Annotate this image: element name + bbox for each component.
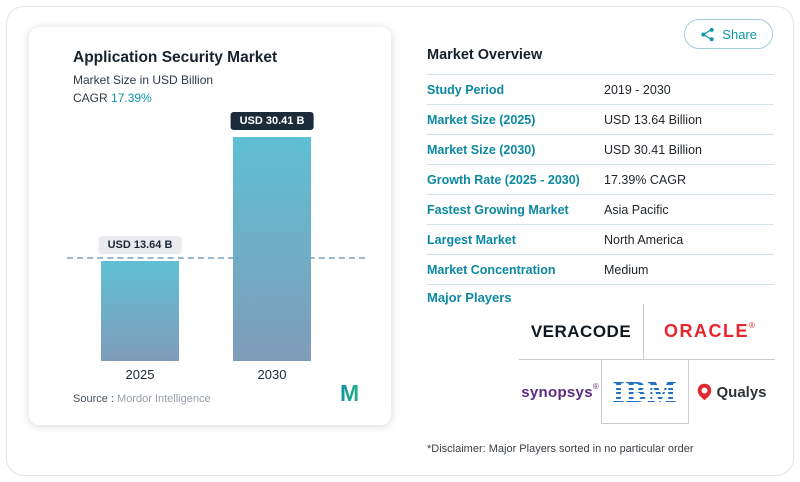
row-value: North America bbox=[604, 232, 684, 247]
table-row: Market Size (2030) USD 30.41 Billion bbox=[427, 134, 774, 164]
table-row: Growth Rate (2025 - 2030) 17.39% CAGR bbox=[427, 164, 774, 194]
qualys-logo: Qualys bbox=[689, 360, 775, 424]
synopsys-logo: synopsys ® bbox=[519, 360, 601, 424]
veracode-logo-text: VERACODE bbox=[530, 321, 632, 341]
table-row: Fastest Growing Market Asia Pacific bbox=[427, 194, 774, 224]
source-line: Source : Mordor Intelligence bbox=[73, 393, 211, 405]
x-axis-label-2030: 2030 bbox=[257, 367, 287, 382]
row-value: USD 30.41 Billion bbox=[604, 142, 702, 157]
qualys-logo-text: Qualys bbox=[716, 383, 767, 401]
row-label: Fastest Growing Market bbox=[427, 202, 569, 217]
cagr-value: 17.39% bbox=[111, 91, 152, 105]
row-label: Market Size (2030) bbox=[427, 142, 536, 157]
row-label: Market Size (2025) bbox=[427, 112, 536, 127]
table-row: Study Period 2019 - 2030 bbox=[427, 74, 774, 104]
veracode-logo: VERACODE bbox=[519, 304, 644, 359]
cagr-label: CAGR bbox=[73, 91, 108, 105]
ibm-logo-text-wrap: IBM bbox=[611, 376, 679, 407]
row-value: 17.39% CAGR bbox=[604, 172, 686, 187]
table-row: Largest Market North America bbox=[427, 224, 774, 254]
row-label: Growth Rate (2025 - 2030) bbox=[427, 172, 580, 187]
share-icon bbox=[701, 27, 714, 41]
cagr-line: CAGR 17.39% bbox=[73, 91, 152, 105]
share-button[interactable]: Share bbox=[684, 19, 773, 49]
cagr-dashed-line bbox=[67, 257, 365, 259]
major-players-label: Major Players bbox=[427, 290, 512, 305]
qualys-pin-icon bbox=[698, 383, 712, 401]
svg-text:M: M bbox=[340, 383, 359, 403]
overview-table: Study Period 2019 - 2030 Market Size (20… bbox=[427, 74, 774, 285]
report-card: Application Security Market Market Size … bbox=[6, 6, 794, 476]
row-label: Largest Market bbox=[427, 232, 516, 247]
mordor-intelligence-logo: M bbox=[340, 383, 359, 403]
row-label: Study Period bbox=[427, 82, 505, 97]
players-row-1: VERACODE ORACLE ® bbox=[519, 304, 775, 360]
bar-2030-value-label: USD 30.41 B bbox=[230, 112, 314, 130]
overview-title: Market Overview bbox=[427, 47, 543, 63]
table-row: Market Concentration Medium bbox=[427, 254, 774, 285]
share-label: Share bbox=[722, 26, 757, 42]
oracle-logo-text: ORACLE bbox=[664, 321, 750, 341]
row-value: USD 13.64 Billion bbox=[604, 112, 702, 127]
chart-title: Application Security Market bbox=[73, 49, 278, 66]
players-row-2: synopsys ® IBM Qualys bbox=[519, 360, 775, 424]
oracle-logo: ORACLE ® bbox=[644, 304, 775, 359]
synopsys-registered-mark: ® bbox=[592, 381, 599, 391]
ibm-logo: IBM bbox=[601, 360, 689, 424]
row-value: 2019 - 2030 bbox=[604, 82, 671, 97]
synopsys-logo-text: synopsys bbox=[521, 383, 593, 401]
bar-2025-value-label: USD 13.64 B bbox=[98, 236, 182, 254]
market-snapshot-panel: Application Security Market Market Size … bbox=[29, 27, 391, 425]
chart-subtitle: Market Size in USD Billion bbox=[73, 73, 214, 87]
oracle-registered-mark: ® bbox=[749, 321, 755, 330]
table-row: Market Size (2025) USD 13.64 Billion bbox=[427, 104, 774, 134]
source-label: Source : bbox=[73, 393, 114, 405]
row-label: Market Concentration bbox=[427, 262, 556, 277]
bar-2030: USD 30.41 B bbox=[230, 112, 314, 361]
disclaimer-text: *Disclaimer: Major Players sorted in no … bbox=[427, 443, 694, 455]
bar-2025: USD 13.64 B bbox=[98, 236, 182, 361]
row-value: Asia Pacific bbox=[604, 202, 669, 217]
x-axis-label-2025: 2025 bbox=[125, 367, 155, 382]
source-value: Mordor Intelligence bbox=[117, 393, 211, 405]
major-players-grid: VERACODE ORACLE ® synopsys ® IBM bbox=[519, 304, 775, 424]
row-value: Medium bbox=[604, 262, 649, 277]
